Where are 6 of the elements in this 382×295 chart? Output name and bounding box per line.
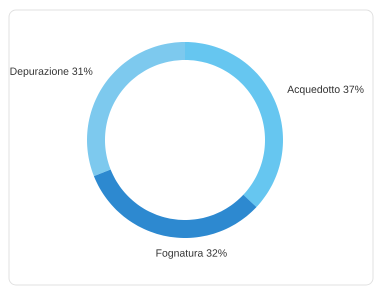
slice-label: Fognatura	[156, 249, 204, 259]
slice-label: Acquedotto	[287, 85, 340, 96]
data-label: 32%	[206, 249, 227, 257]
data-label: 31%	[72, 68, 92, 75]
slice-label: Depurazione	[10, 67, 68, 77]
data-label: 37%	[343, 86, 364, 94]
